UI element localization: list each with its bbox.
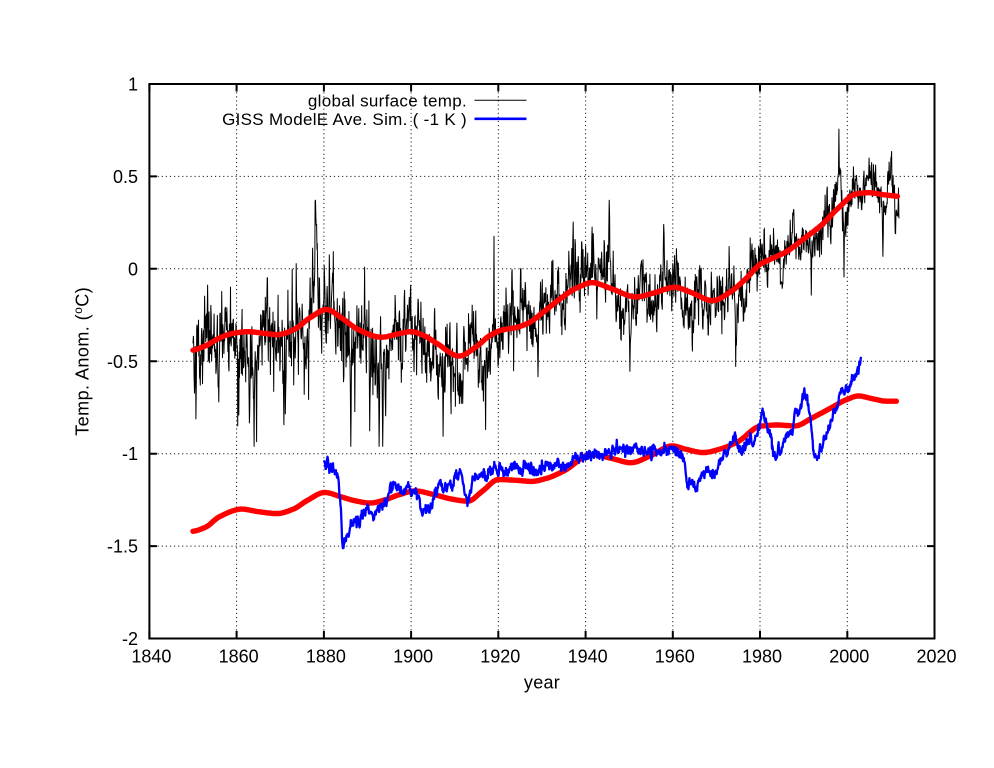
svg-text:-1.5: -1.5 (107, 537, 138, 557)
svg-text:1920: 1920 (480, 647, 520, 667)
svg-text:-2: -2 (122, 629, 138, 649)
svg-text:1880: 1880 (306, 647, 346, 667)
svg-text:1: 1 (128, 75, 138, 95)
svg-text:1900: 1900 (393, 647, 433, 667)
svg-text:global surface temp.: global surface temp. (308, 91, 467, 110)
svg-text:1980: 1980 (742, 647, 782, 667)
svg-text:1940: 1940 (568, 647, 608, 667)
svg-text:2000: 2000 (829, 647, 869, 667)
svg-text:Temp. Anom. (oC): Temp. Anom. (oC) (71, 287, 93, 436)
svg-text:0: 0 (128, 259, 138, 279)
svg-text:1860: 1860 (219, 647, 259, 667)
svg-text:1840: 1840 (131, 647, 171, 667)
svg-text:1960: 1960 (655, 647, 695, 667)
svg-text:-1: -1 (122, 444, 138, 464)
svg-text:0.5: 0.5 (113, 167, 138, 187)
svg-text:year: year (524, 673, 560, 693)
svg-text:-0.5: -0.5 (107, 352, 138, 372)
svg-text:2020: 2020 (916, 647, 956, 667)
svg-text:GISS ModelE Ave. Sim. ( -1 K ): GISS ModelE Ave. Sim. ( -1 K ) (222, 110, 467, 129)
